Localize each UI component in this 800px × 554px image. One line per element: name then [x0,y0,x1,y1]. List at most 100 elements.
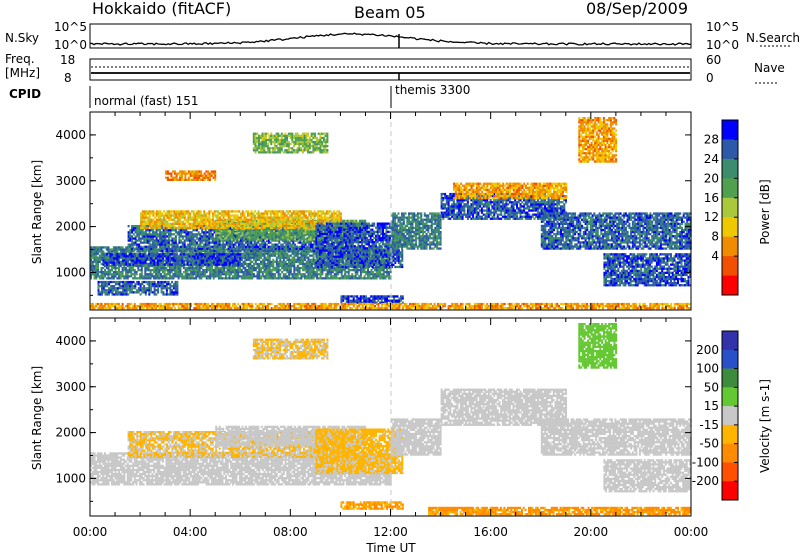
scatter-cell [184,223,186,225]
scatter-cell [209,277,211,279]
scatter-cell [299,242,301,244]
scatter-cell [149,239,151,241]
scatter-cell [241,269,243,271]
scatter-cell [237,271,239,273]
scatter-cell [250,267,252,269]
scatter-cell [286,259,288,261]
scatter-cell [313,267,315,269]
scatter-cell [173,219,175,221]
scatter-cell [159,231,161,233]
scatter-cell [152,231,154,233]
scatter-cell [227,269,229,271]
scatter-cell [187,261,189,263]
scatter-cell [132,264,134,266]
scatter-cell [239,253,241,255]
scatter-cell [166,246,168,248]
scatter-cell [294,244,296,246]
scatter-cell [136,250,138,252]
scatter-cell [232,261,234,263]
scatter-cell [168,246,170,248]
scatter-cell [113,264,115,266]
scatter-cell [239,264,241,266]
scatter-cell [159,248,161,250]
scatter-cell [279,277,281,279]
scatter-cell [189,231,191,233]
scatter-cell [283,257,285,259]
scatter-cell [106,261,108,263]
scatter-cell [296,248,298,250]
scatter-cell [110,261,112,263]
scatter-cell [154,242,156,244]
scatter-cell [269,275,271,277]
scatter-cell [183,275,185,277]
scatter-cell [313,244,315,246]
scatter-cell [320,273,322,275]
scatter-cell [159,244,161,246]
scatter-cell [224,246,226,248]
scatter-cell [236,250,238,252]
scatter-cell [199,233,201,235]
scatter-cell [179,273,181,275]
scatter-cell [182,246,184,248]
scatter-cell [156,227,158,229]
scatter-cell [122,261,124,263]
scatter-cell [283,259,285,261]
scatter-cell [154,248,156,250]
scatter-cell [218,253,220,255]
scatter-cell [106,255,108,257]
scatter-cell [216,271,218,273]
scatter-cell [272,275,274,277]
scatter-cell [163,229,165,231]
scatter-cell [341,271,343,273]
scatter-cell [290,273,292,275]
scatter-cell [157,257,159,259]
scatter-cell [176,275,178,277]
scatter-cell [130,269,132,271]
scatter-cell [299,259,301,261]
scatter-cell [143,261,145,263]
scatter-cell [356,273,358,275]
scatter-cell [309,273,311,275]
scatter-cell [252,244,254,246]
scatter-cell [229,232,231,234]
scatter-cell [225,255,227,257]
scatter-cell [159,225,161,227]
scatter-cell [177,217,179,219]
scatter-cell [149,250,151,252]
scatter-cell [390,271,392,273]
scatter-cell [163,239,165,241]
scatter-cell [94,261,96,263]
scatter-cell [199,269,201,271]
scatter-cell [160,259,162,261]
scatter-cell [242,248,244,250]
scatter-cell [202,255,204,257]
scatter-cell [120,250,122,252]
scatter-cell [369,271,371,273]
cpid-segment-0: normal (fast) 151 [94,94,198,108]
scatter-cell [289,250,291,252]
scatter-cell [269,271,271,273]
scatter-cell [229,275,231,277]
scatter-cell [262,273,264,275]
scatter-cell [272,265,274,267]
scatter-cell [97,248,99,250]
scatter-cell [176,267,178,269]
scatter-cell [263,250,265,252]
scatter-cell [94,265,96,267]
scatter-cell [266,250,268,252]
scatter-cell [300,277,302,279]
scatter-cell [169,259,171,261]
scatter-cell [290,269,292,271]
scatter-cell [118,248,120,250]
scatter-cell [376,277,378,279]
scatter-cell [270,242,272,244]
scatter-cell [167,257,169,259]
scatter-cell [289,230,291,232]
scatter-cell [259,244,261,246]
scatter-cell [149,221,151,223]
scatter-cell [164,235,166,237]
scatter-cell [309,265,311,267]
scatter-cell [188,255,190,257]
scatter-cell [308,242,310,244]
scatter-cell [259,230,261,232]
